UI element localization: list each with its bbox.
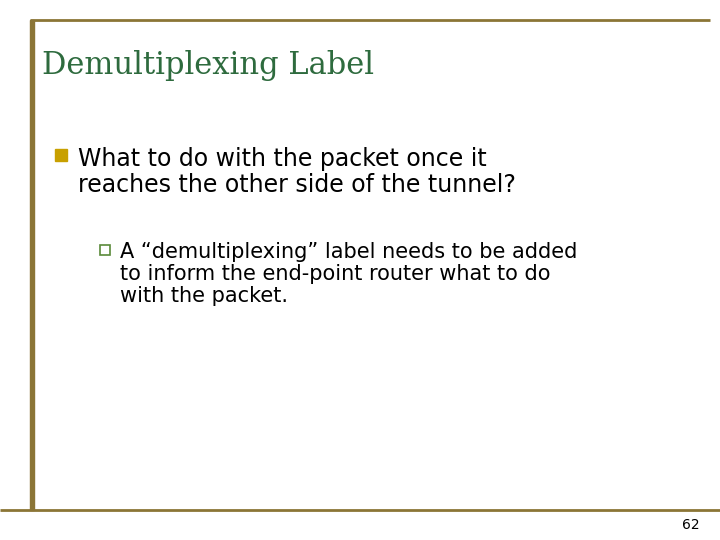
- Text: What to do with the packet once it: What to do with the packet once it: [78, 147, 487, 171]
- Text: 62: 62: [683, 518, 700, 532]
- Text: with the packet.: with the packet.: [120, 286, 288, 306]
- Bar: [55, 149, 67, 161]
- Bar: [100, 245, 110, 255]
- Bar: [30, 20, 34, 510]
- Text: A “demultiplexing” label needs to be added: A “demultiplexing” label needs to be add…: [120, 242, 577, 262]
- Text: Demultiplexing Label: Demultiplexing Label: [42, 50, 374, 81]
- Text: to inform the end-point router what to do: to inform the end-point router what to d…: [120, 264, 551, 284]
- Text: reaches the other side of the tunnel?: reaches the other side of the tunnel?: [78, 173, 516, 197]
